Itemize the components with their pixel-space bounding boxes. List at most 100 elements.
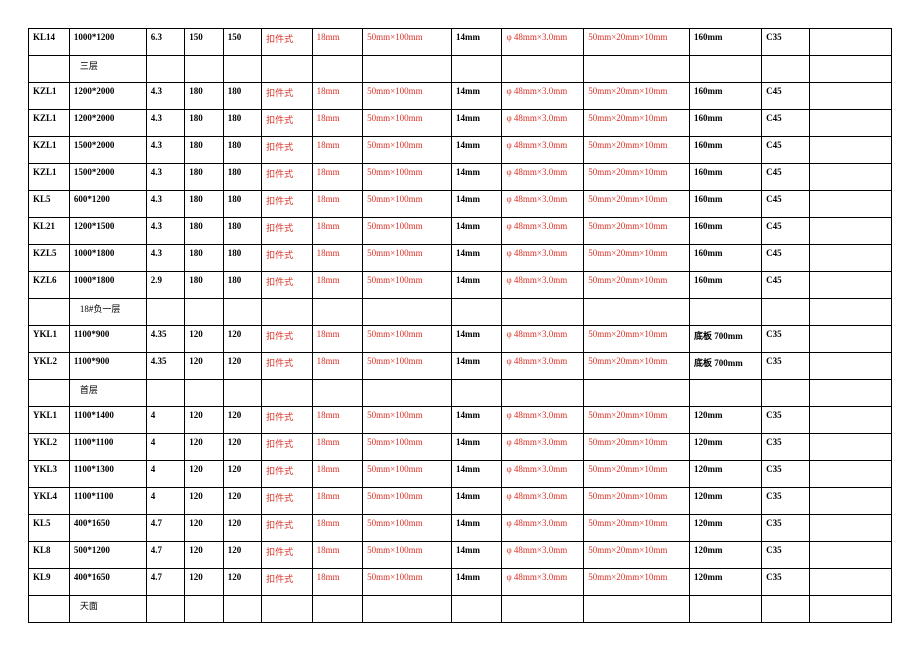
cell-c2: 4.7 bbox=[146, 569, 184, 596]
cell-c12: C35 bbox=[762, 569, 810, 596]
cell-empty bbox=[762, 596, 810, 623]
cell-c10: 50mm×20mm×10mm bbox=[584, 353, 690, 380]
cell-empty bbox=[185, 596, 223, 623]
cell-c4: 180 bbox=[223, 110, 261, 137]
cell-c7: 50mm×100mm bbox=[363, 245, 452, 272]
cell-empty bbox=[262, 596, 312, 623]
cell-size: 500*1200 bbox=[69, 542, 146, 569]
cell-c13 bbox=[810, 353, 892, 380]
cell-c7: 50mm×100mm bbox=[363, 407, 452, 434]
cell-c9: φ 48mm×3.0mm bbox=[502, 83, 584, 110]
cell-c5: 扣件式 bbox=[262, 29, 312, 56]
cell-c6: 18mm bbox=[312, 218, 362, 245]
cell-c0 bbox=[29, 299, 70, 326]
cell-c8: 14mm bbox=[452, 461, 502, 488]
cell-c4: 120 bbox=[223, 353, 261, 380]
cell-empty bbox=[146, 596, 184, 623]
cell-c7: 50mm×100mm bbox=[363, 164, 452, 191]
cell-c12: C35 bbox=[762, 434, 810, 461]
cell-c9: φ 48mm×3.0mm bbox=[502, 272, 584, 299]
cell-c2: 4.3 bbox=[146, 137, 184, 164]
cell-c13 bbox=[810, 29, 892, 56]
cell-c5: 扣件式 bbox=[262, 353, 312, 380]
cell-c3: 120 bbox=[185, 569, 223, 596]
cell-c11: 160mm bbox=[689, 218, 761, 245]
cell-id: KZL1 bbox=[29, 137, 70, 164]
cell-c5: 扣件式 bbox=[262, 434, 312, 461]
cell-c13 bbox=[810, 245, 892, 272]
cell-c2: 4.35 bbox=[146, 326, 184, 353]
cell-empty bbox=[185, 299, 223, 326]
cell-c11: 160mm bbox=[689, 245, 761, 272]
cell-id: KZL5 bbox=[29, 245, 70, 272]
cell-c9: φ 48mm×3.0mm bbox=[502, 407, 584, 434]
cell-c12: C35 bbox=[762, 515, 810, 542]
cell-empty bbox=[584, 596, 690, 623]
spec-table: KL141000*12006.3150150扣件式18mm50mm×100mm1… bbox=[28, 28, 892, 623]
cell-c3: 180 bbox=[185, 110, 223, 137]
cell-c12: C45 bbox=[762, 245, 810, 272]
cell-empty bbox=[689, 299, 761, 326]
cell-c2: 4 bbox=[146, 488, 184, 515]
cell-c3: 120 bbox=[185, 515, 223, 542]
cell-size: 1000*1200 bbox=[69, 29, 146, 56]
cell-id: KZL1 bbox=[29, 110, 70, 137]
cell-c2: 4.3 bbox=[146, 245, 184, 272]
cell-empty bbox=[363, 596, 452, 623]
cell-c8: 14mm bbox=[452, 569, 502, 596]
cell-empty bbox=[185, 380, 223, 407]
cell-size: 1100*1400 bbox=[69, 407, 146, 434]
cell-empty bbox=[223, 380, 261, 407]
cell-c9: φ 48mm×3.0mm bbox=[502, 110, 584, 137]
cell-c12: C45 bbox=[762, 191, 810, 218]
cell-c4: 120 bbox=[223, 542, 261, 569]
cell-c4: 120 bbox=[223, 515, 261, 542]
cell-c10: 50mm×20mm×10mm bbox=[584, 164, 690, 191]
cell-size: 600*1200 bbox=[69, 191, 146, 218]
cell-c10: 50mm×20mm×10mm bbox=[584, 218, 690, 245]
cell-empty bbox=[810, 56, 892, 83]
cell-c13 bbox=[810, 272, 892, 299]
cell-c5: 扣件式 bbox=[262, 245, 312, 272]
cell-c10: 50mm×20mm×10mm bbox=[584, 515, 690, 542]
cell-c7: 50mm×100mm bbox=[363, 542, 452, 569]
section-label: 18#负一层 bbox=[69, 299, 146, 326]
cell-empty bbox=[810, 299, 892, 326]
cell-c3: 180 bbox=[185, 137, 223, 164]
cell-c3: 180 bbox=[185, 272, 223, 299]
cell-c3: 180 bbox=[185, 191, 223, 218]
cell-c4: 120 bbox=[223, 326, 261, 353]
cell-id: YKL4 bbox=[29, 488, 70, 515]
cell-c5: 扣件式 bbox=[262, 83, 312, 110]
cell-c13 bbox=[810, 218, 892, 245]
cell-c12: C35 bbox=[762, 407, 810, 434]
table-row: YKL11100*9004.35120120扣件式18mm50mm×100mm1… bbox=[29, 326, 892, 353]
cell-empty bbox=[452, 596, 502, 623]
cell-id: KL14 bbox=[29, 29, 70, 56]
cell-c6: 18mm bbox=[312, 164, 362, 191]
cell-c13 bbox=[810, 515, 892, 542]
cell-c11: 120mm bbox=[689, 434, 761, 461]
cell-c0 bbox=[29, 596, 70, 623]
cell-c12: C45 bbox=[762, 83, 810, 110]
cell-c6: 18mm bbox=[312, 137, 362, 164]
cell-id: KL21 bbox=[29, 218, 70, 245]
cell-c9: φ 48mm×3.0mm bbox=[502, 164, 584, 191]
cell-c8: 14mm bbox=[452, 83, 502, 110]
section-label: 首层 bbox=[69, 380, 146, 407]
section-row: 18#负一层 bbox=[29, 299, 892, 326]
cell-c10: 50mm×20mm×10mm bbox=[584, 272, 690, 299]
cell-c8: 14mm bbox=[452, 110, 502, 137]
cell-c6: 18mm bbox=[312, 515, 362, 542]
cell-c9: φ 48mm×3.0mm bbox=[502, 569, 584, 596]
cell-c7: 50mm×100mm bbox=[363, 218, 452, 245]
cell-c4: 120 bbox=[223, 434, 261, 461]
cell-id: YKL2 bbox=[29, 434, 70, 461]
cell-c7: 50mm×100mm bbox=[363, 272, 452, 299]
cell-c12: C35 bbox=[762, 353, 810, 380]
cell-c10: 50mm×20mm×10mm bbox=[584, 191, 690, 218]
cell-c5: 扣件式 bbox=[262, 137, 312, 164]
cell-c13 bbox=[810, 110, 892, 137]
table-row: KL211200*15004.3180180扣件式18mm50mm×100mm1… bbox=[29, 218, 892, 245]
cell-c13 bbox=[810, 569, 892, 596]
